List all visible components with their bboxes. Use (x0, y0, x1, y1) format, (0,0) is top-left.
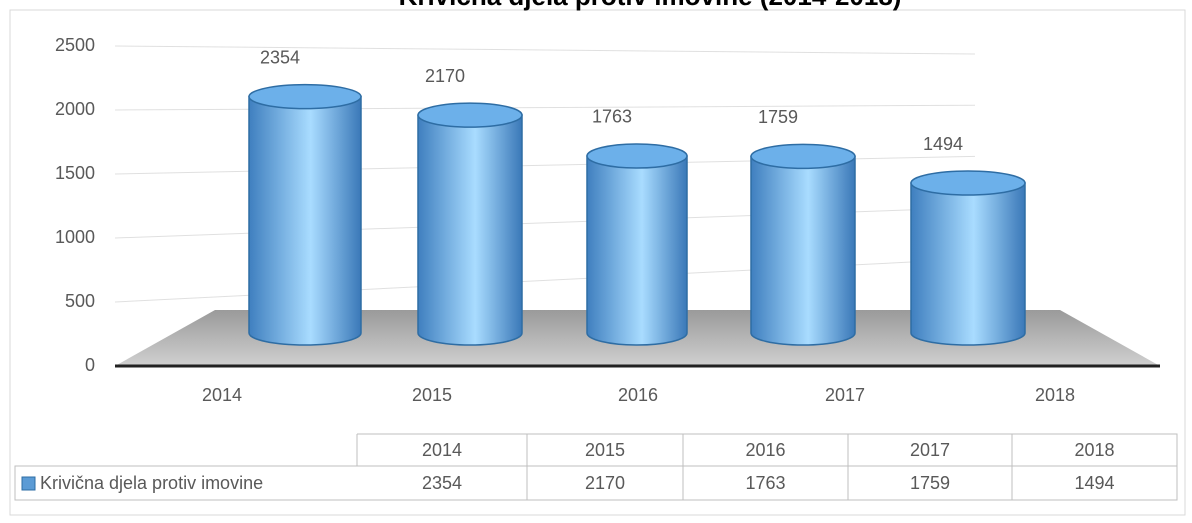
bar-top (910, 170, 1026, 196)
bar-top (750, 143, 856, 170)
legend-label: Krivična djela protiv imovine (40, 473, 263, 493)
y-tick-label: 500 (65, 291, 95, 311)
y-tick-label: 1000 (55, 227, 95, 247)
bar (586, 155, 688, 346)
chart-border (9, 9, 1186, 516)
bar-top (417, 102, 523, 128)
table-value: 1494 (1074, 473, 1114, 493)
table-header: 2016 (745, 440, 785, 460)
x-tick-label: 2016 (618, 385, 658, 405)
x-tick-label: 2017 (825, 385, 865, 405)
y-tick-label: 1500 (55, 163, 95, 183)
table-header: 2015 (585, 440, 625, 460)
bar (248, 95, 362, 346)
legend-key (21, 476, 36, 491)
table-value: 1763 (745, 473, 785, 493)
bar-top (248, 83, 362, 110)
grid-line (114, 45, 976, 55)
y-tick-label: 2000 (55, 99, 95, 119)
data-label: 1494 (923, 134, 963, 154)
table-value: 2170 (585, 473, 625, 493)
bar (417, 114, 523, 346)
table-header: 2014 (422, 440, 462, 460)
bar (750, 155, 856, 346)
bar-top (586, 143, 688, 169)
x-tick-label: 2014 (202, 385, 242, 405)
table-value: 1759 (910, 473, 950, 493)
x-tick-label: 2015 (412, 385, 452, 405)
y-tick-label: 0 (85, 355, 95, 375)
data-label: 1763 (592, 107, 632, 127)
data-label: 2170 (425, 66, 465, 86)
grid-line (114, 104, 976, 111)
x-tick-label: 2018 (1035, 385, 1075, 405)
y-tick-label: 2500 (55, 35, 95, 55)
data-label: 2354 (260, 47, 300, 67)
table-header: 2017 (910, 440, 950, 460)
chart-title: Krivična djela protiv imovine (2014-2018… (399, 0, 902, 11)
bar (910, 182, 1026, 346)
data-label: 1759 (758, 107, 798, 127)
table-header: 2018 (1074, 440, 1114, 460)
table-value: 2354 (422, 473, 462, 493)
